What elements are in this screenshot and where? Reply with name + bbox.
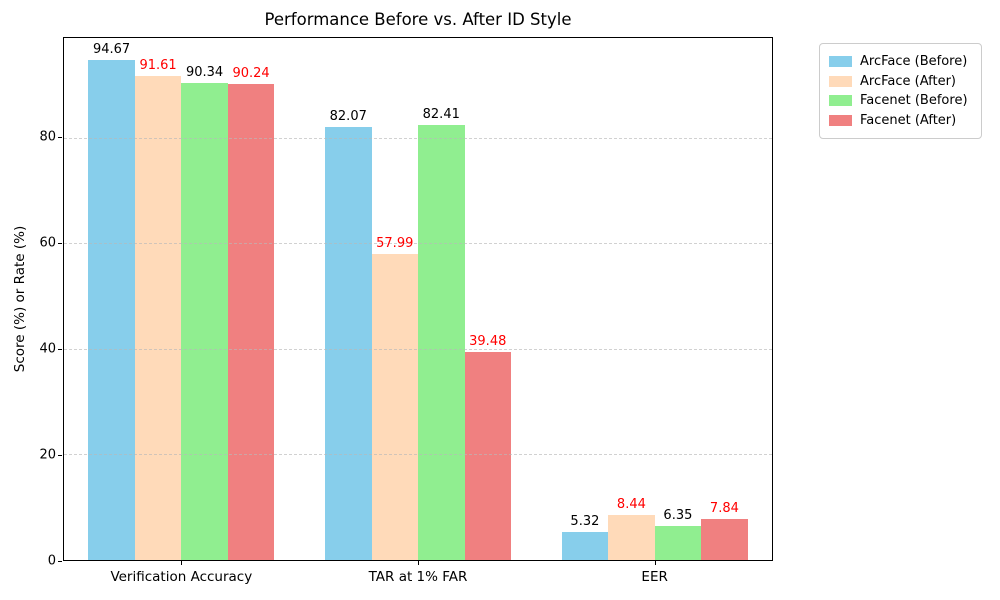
y-tick-label-40: 40 xyxy=(39,341,56,357)
x-tick-label-1: TAR at 1% FAR xyxy=(368,569,468,585)
legend: ArcFace (Before) ArcFace (After) Facenet (… xyxy=(819,43,982,139)
bar-facenet-after--cat2 xyxy=(701,518,748,560)
y-tick-mark-20 xyxy=(58,455,62,457)
y-tick-mark-0 xyxy=(58,561,62,562)
gridline-y-60 xyxy=(64,243,772,245)
x-tick-label-0: Verification Accuracy xyxy=(110,569,253,585)
bar-arcface-after--cat2 xyxy=(608,515,655,560)
plot-area: 94.67 91.61 90.34 90.24 82.07 57.99 82.41 39.48… xyxy=(63,37,773,561)
x-tick-mark-1 xyxy=(418,561,419,565)
bar-facenet-before--cat1 xyxy=(418,125,465,560)
legend-row: Facenet (After) xyxy=(829,111,972,129)
y-tick-mark-60 xyxy=(58,243,62,245)
y-tick-label-20: 20 xyxy=(39,447,56,463)
bar-arcface-before--cat1 xyxy=(325,126,372,560)
x-tick-mark-2 xyxy=(654,561,656,565)
legend-row: ArcFace (Before) xyxy=(829,53,972,71)
y-tick-label-0: 0 xyxy=(47,553,56,569)
legend-swatch xyxy=(829,95,852,106)
y-tick-mark-40 xyxy=(58,349,62,351)
y-tick-mark-80 xyxy=(58,137,62,139)
bar-facenet-before--cat2 xyxy=(654,526,702,560)
gridline-y-40 xyxy=(64,348,772,350)
legend-swatch xyxy=(829,114,852,126)
bar-value-label: 82.07 xyxy=(329,108,367,124)
legend-row: Facenet (Before) xyxy=(829,92,972,110)
legend-swatch xyxy=(829,56,852,67)
bar-arcface-before--cat2 xyxy=(561,531,609,560)
y-tick-label-60: 60 xyxy=(39,235,56,251)
bar-value-label: 90.24 xyxy=(232,65,270,81)
legend-row: ArcFace (After) xyxy=(829,72,972,90)
gridline-y-20 xyxy=(64,454,772,456)
legend-swatch xyxy=(829,75,852,87)
bar-arcface-before--cat0 xyxy=(88,60,135,560)
bar-value-label: 39.48 xyxy=(469,333,507,349)
legend-label: Facenet (After) xyxy=(860,112,957,128)
bar-facenet-before--cat0 xyxy=(181,83,228,560)
chart-title: Performance Before vs. After ID Style xyxy=(264,10,572,29)
gridline-y-80 xyxy=(64,137,772,139)
bar-value-label: 90.34 xyxy=(185,65,224,81)
bar-arcface-after--cat1 xyxy=(371,253,418,560)
bar-value-label: 94.67 xyxy=(92,42,131,58)
bar-value-label: 57.99 xyxy=(376,235,414,251)
bar-facenet-after--cat0 xyxy=(227,83,275,560)
bar-value-label: 82.41 xyxy=(422,107,460,123)
bar-value-label: 6.35 xyxy=(663,508,693,524)
legend-label: Facenet (Before) xyxy=(860,93,968,108)
legend-label: ArcFace (Before) xyxy=(860,54,968,69)
x-tick-label-2: EER xyxy=(641,569,668,585)
bar-arcface-after--cat0 xyxy=(134,76,182,560)
bar-value-label: 7.84 xyxy=(709,500,739,516)
bar-value-label: 5.32 xyxy=(570,513,600,529)
legend-label: ArcFace (After) xyxy=(860,73,956,89)
x-tick-mark-0 xyxy=(181,561,183,565)
y-tick-label-80: 80 xyxy=(39,129,56,145)
bar-value-label: 8.44 xyxy=(616,497,646,513)
legend-rows: ArcFace (Before) ArcFace (After) Facenet (… xyxy=(829,53,972,130)
bar-facenet-after--cat1 xyxy=(464,351,511,560)
bar-value-label: 91.61 xyxy=(139,58,177,74)
